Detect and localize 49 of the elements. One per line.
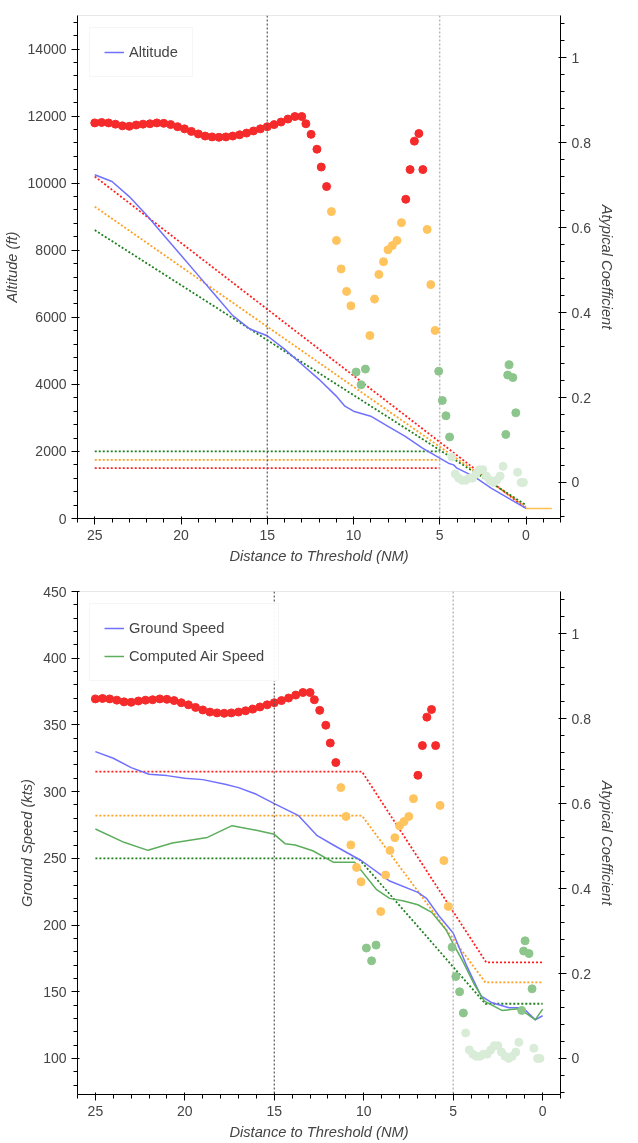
y2-tick-label: 0 — [571, 474, 580, 491]
y2-tick-label: 0.8 — [571, 134, 592, 151]
y-tick-label: 300 — [43, 783, 67, 800]
y-tick-label: 200 — [43, 917, 67, 934]
x-axis-title: Distance to Threshold (NM) — [229, 1123, 409, 1140]
y-tick-label: 2000 — [35, 443, 67, 460]
y2-tick-label: 0.2 — [571, 965, 592, 982]
y-tick-label: 4000 — [35, 376, 67, 393]
y2-axis-title: Atypical Coefficient — [598, 203, 615, 331]
x-tick-label: 0 — [538, 1102, 547, 1119]
x-tick-label: 25 — [86, 526, 103, 543]
y-tick-label: 6000 — [35, 309, 67, 326]
y-tick-label: 10000 — [27, 175, 67, 192]
y-tick-label: 400 — [43, 650, 67, 667]
legend-label: Computed Air Speed — [129, 648, 265, 664]
y2-tick-label: 0.8 — [571, 710, 592, 727]
y-tick-label: 8000 — [35, 242, 67, 259]
y2-tick-label: 0.2 — [571, 389, 592, 406]
x-tick-label: 15 — [259, 526, 276, 543]
legend-label: Altitude — [129, 44, 178, 60]
x-tick-label: 0 — [522, 526, 531, 543]
x-tick-label: 25 — [87, 1102, 104, 1119]
x-tick-label: 10 — [355, 1102, 372, 1119]
y2-axis-title: Atypical Coefficient — [598, 779, 615, 907]
y-tick-label: 450 — [43, 583, 67, 600]
y-tick-label: 100 — [43, 1050, 67, 1067]
y-axis-title: Ground Speed (kts) — [19, 779, 36, 907]
y2-tick-label: 0.4 — [571, 304, 592, 321]
x-tick-label: 20 — [177, 1102, 193, 1119]
x-axis-title: Distance to Threshold (NM) — [229, 547, 409, 564]
y2-tick-label: 1 — [571, 625, 580, 642]
y-tick-label: 12000 — [27, 108, 67, 125]
y-tick-label: 350 — [43, 716, 67, 733]
y-tick-label: 14000 — [27, 41, 67, 58]
legend-label: Ground Speed — [129, 620, 225, 636]
x-tick-label: 5 — [435, 526, 444, 543]
y-tick-label: 150 — [43, 983, 67, 1000]
x-tick-label: 5 — [449, 1102, 458, 1119]
y-tick-label: 250 — [43, 850, 67, 867]
y2-tick-label: 0.6 — [571, 795, 592, 812]
x-tick-label: 20 — [173, 526, 189, 543]
y2-tick-label: 1 — [571, 49, 580, 66]
y-tick-label: 0 — [58, 510, 67, 527]
x-tick-label: 10 — [345, 526, 362, 543]
y2-tick-label: 0.4 — [571, 880, 592, 897]
y2-tick-label: 0 — [571, 1050, 580, 1067]
y2-tick-label: 0.6 — [571, 219, 592, 236]
x-tick-label: 15 — [266, 1102, 283, 1119]
y-axis-title: Altitude (ft) — [3, 231, 20, 304]
